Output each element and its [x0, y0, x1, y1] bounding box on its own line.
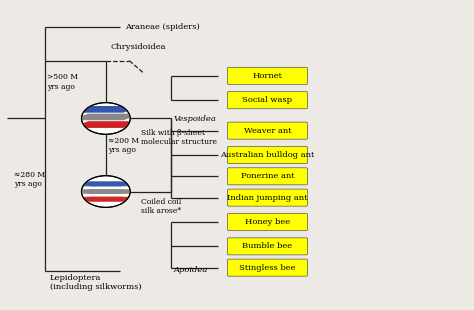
- Polygon shape: [70, 106, 142, 113]
- FancyBboxPatch shape: [228, 214, 308, 231]
- Text: ≈200 M
yrs ago: ≈200 M yrs ago: [108, 137, 139, 154]
- Text: Honey bee: Honey bee: [245, 218, 290, 226]
- FancyBboxPatch shape: [228, 259, 308, 276]
- Polygon shape: [70, 121, 142, 128]
- Text: Indian jumping ant: Indian jumping ant: [227, 194, 308, 202]
- Polygon shape: [67, 197, 145, 202]
- Circle shape: [82, 176, 130, 207]
- FancyBboxPatch shape: [228, 92, 308, 109]
- Polygon shape: [67, 181, 145, 186]
- Text: Lepidoptera
(including silkworms): Lepidoptera (including silkworms): [50, 274, 141, 291]
- Text: Australian bulldog ant: Australian bulldog ant: [220, 151, 315, 159]
- Text: ≈280 M
yrs ago: ≈280 M yrs ago: [15, 171, 46, 188]
- Text: Coiled coil
silk arose*: Coiled coil silk arose*: [141, 197, 181, 215]
- Text: >500 M
yrs ago: >500 M yrs ago: [47, 73, 78, 91]
- Text: Araneae (spiders): Araneae (spiders): [125, 23, 200, 31]
- FancyBboxPatch shape: [228, 67, 308, 84]
- Text: Weaver ant: Weaver ant: [244, 127, 291, 135]
- Text: Hornet: Hornet: [253, 72, 283, 80]
- Text: Social wasp: Social wasp: [242, 96, 292, 104]
- Text: Ponerine ant: Ponerine ant: [241, 172, 294, 180]
- FancyBboxPatch shape: [228, 168, 308, 185]
- FancyBboxPatch shape: [228, 238, 308, 255]
- Text: Bumble bee: Bumble bee: [242, 242, 292, 250]
- FancyBboxPatch shape: [228, 147, 308, 163]
- Text: Apoidea: Apoidea: [174, 266, 208, 274]
- FancyBboxPatch shape: [228, 189, 308, 206]
- Polygon shape: [70, 113, 142, 120]
- Text: Chrysidoidea: Chrysidoidea: [110, 43, 166, 51]
- Circle shape: [82, 103, 130, 134]
- Polygon shape: [67, 181, 145, 186]
- Polygon shape: [67, 189, 145, 194]
- Text: Vespoidea: Vespoidea: [174, 115, 217, 123]
- Text: Silk with β-sheet
molecular structure: Silk with β-sheet molecular structure: [141, 129, 217, 146]
- FancyBboxPatch shape: [228, 122, 308, 139]
- Text: Stingless bee: Stingless bee: [239, 264, 296, 272]
- Polygon shape: [67, 197, 145, 202]
- Polygon shape: [67, 189, 145, 194]
